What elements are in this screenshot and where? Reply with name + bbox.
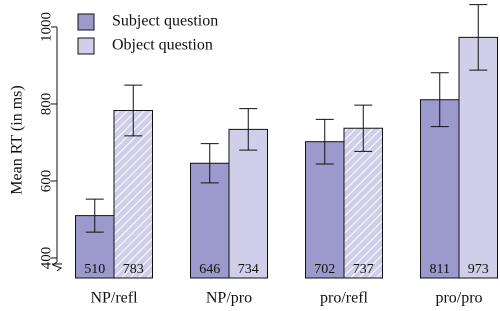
error-bar xyxy=(469,4,488,71)
y-tick-label: 600 xyxy=(38,170,54,193)
x-tick-label: NP/pro xyxy=(206,290,252,307)
bar xyxy=(343,127,383,279)
y-tick-label: 1000 xyxy=(38,12,54,42)
value-label: 783 xyxy=(123,262,144,277)
bar xyxy=(113,110,153,279)
error-bar xyxy=(124,84,143,137)
legend-label: Subject question xyxy=(112,13,218,30)
x-tick-label: NP/refl xyxy=(90,290,138,307)
y-tick-label: 400 xyxy=(38,247,54,270)
error-bar xyxy=(430,72,449,128)
y-axis-label: Mean RT (in ms) xyxy=(9,85,26,194)
legend-label: Object question xyxy=(112,37,213,54)
error-bar xyxy=(315,118,334,165)
bar xyxy=(458,36,498,279)
x-tick-label: pro/pro xyxy=(435,290,482,307)
x-tick-label: pro/refl xyxy=(320,290,369,307)
value-label: 734 xyxy=(238,262,259,277)
value-label: 973 xyxy=(468,262,489,277)
legend-swatch xyxy=(77,37,95,55)
value-label: 510 xyxy=(84,262,105,277)
legend-swatch xyxy=(77,13,95,31)
value-label: 737 xyxy=(353,262,374,277)
value-label: 702 xyxy=(314,262,335,277)
bar xyxy=(228,128,268,279)
error-bar xyxy=(239,108,258,151)
value-label: 811 xyxy=(430,262,450,277)
value-label: 646 xyxy=(199,262,220,277)
error-bar xyxy=(354,104,373,152)
y-tick-label: 800 xyxy=(38,93,54,116)
error-bar xyxy=(85,198,104,233)
error-bar xyxy=(200,143,219,184)
